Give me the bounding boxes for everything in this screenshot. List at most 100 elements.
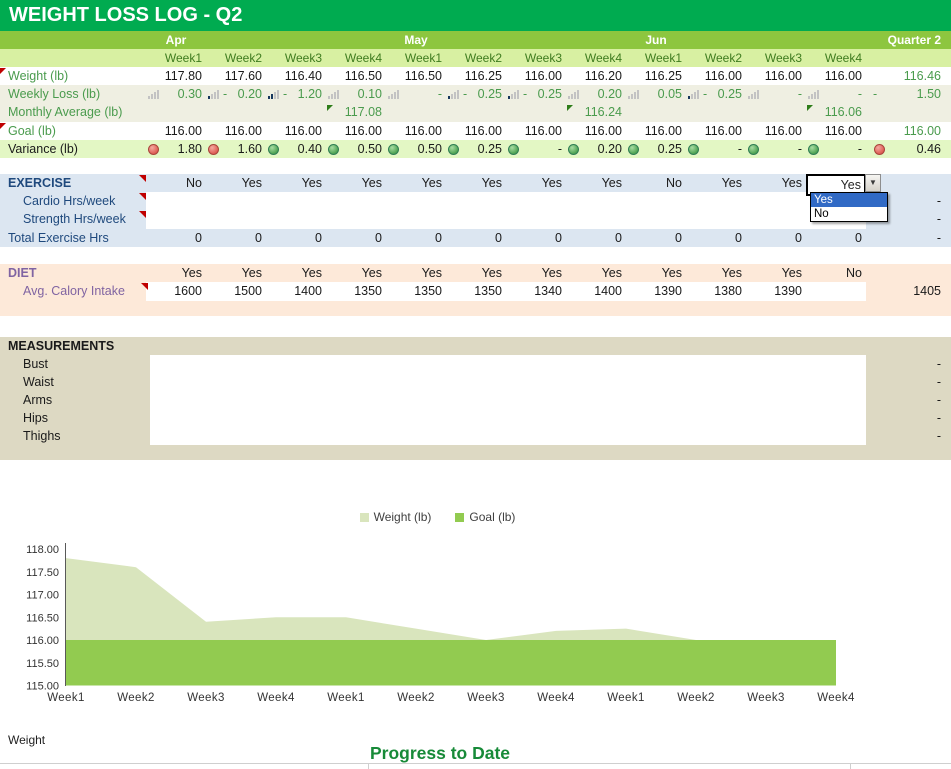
measurement-cell[interactable] <box>266 355 326 373</box>
dropdown-option-no[interactable]: No <box>811 207 887 221</box>
cardio-cell-4[interactable] <box>326 192 386 210</box>
strength-cell-9[interactable] <box>626 210 686 229</box>
measurement-cell[interactable] <box>386 409 446 427</box>
measurement-cell[interactable] <box>686 373 746 391</box>
cardio-cell-1[interactable] <box>146 192 206 210</box>
calorie-cell-9[interactable]: 1390 <box>626 282 686 301</box>
calorie-cell-8[interactable]: 1400 <box>566 282 626 301</box>
weight-cell-5[interactable]: 116.50 <box>386 67 446 85</box>
measurement-cell[interactable] <box>686 409 746 427</box>
calorie-cell-10[interactable]: 1380 <box>686 282 746 301</box>
weight-cell-1[interactable]: 117.80 <box>146 67 206 85</box>
cardio-cell-2[interactable] <box>206 192 266 210</box>
diet-cell-11[interactable]: Yes <box>746 264 806 282</box>
diet-cell-7[interactable]: Yes <box>506 264 566 282</box>
diet-cell-5[interactable]: Yes <box>386 264 446 282</box>
diet-cell-6[interactable]: Yes <box>446 264 506 282</box>
strength-cell-2[interactable] <box>206 210 266 229</box>
measurement-cell[interactable] <box>506 409 566 427</box>
diet-cell-9[interactable]: Yes <box>626 264 686 282</box>
measurement-cell[interactable] <box>566 391 626 409</box>
measurement-cell[interactable] <box>686 391 746 409</box>
weight-cell-4[interactable]: 116.50 <box>326 67 386 85</box>
measurement-cell[interactable] <box>746 427 806 445</box>
calorie-cell-7[interactable]: 1340 <box>506 282 566 301</box>
weight-cell-3[interactable]: 116.40 <box>266 67 326 85</box>
measurement-cell[interactable] <box>446 391 506 409</box>
measurement-cell[interactable] <box>206 391 266 409</box>
measurement-cell[interactable] <box>746 409 806 427</box>
measurement-cell[interactable] <box>266 391 326 409</box>
calorie-cell-5[interactable]: 1350 <box>386 282 446 301</box>
cardio-cell-9[interactable] <box>626 192 686 210</box>
measurement-cell[interactable] <box>806 391 866 409</box>
goal-cell-6[interactable]: 116.00 <box>446 122 506 140</box>
measurement-cell[interactable] <box>806 355 866 373</box>
measurement-cell[interactable] <box>266 427 326 445</box>
measurement-cell[interactable] <box>206 427 266 445</box>
calorie-cell-6[interactable]: 1350 <box>446 282 506 301</box>
goal-cell-2[interactable]: 116.00 <box>206 122 266 140</box>
weight-cell-7[interactable]: 116.00 <box>506 67 566 85</box>
calorie-cell-3[interactable]: 1400 <box>266 282 326 301</box>
weight-cell-11[interactable]: 116.00 <box>746 67 806 85</box>
diet-cell-3[interactable]: Yes <box>266 264 326 282</box>
measurement-cell[interactable] <box>626 373 686 391</box>
measurement-cell[interactable] <box>326 373 386 391</box>
measurement-cell[interactable] <box>146 409 206 427</box>
cardio-cell-8[interactable] <box>566 192 626 210</box>
measurement-cell[interactable] <box>146 355 206 373</box>
measurement-cell[interactable] <box>566 355 626 373</box>
dropdown-option-yes[interactable]: Yes <box>811 193 887 207</box>
measurement-cell[interactable] <box>386 427 446 445</box>
measurement-cell[interactable] <box>206 409 266 427</box>
weight-cell-10[interactable]: 116.00 <box>686 67 746 85</box>
measurement-cell[interactable] <box>326 355 386 373</box>
calorie-cell-4[interactable]: 1350 <box>326 282 386 301</box>
measurement-cell[interactable] <box>146 391 206 409</box>
strength-cell-5[interactable] <box>386 210 446 229</box>
measurement-cell[interactable] <box>386 391 446 409</box>
measurement-cell[interactable] <box>146 373 206 391</box>
calorie-cell-2[interactable]: 1500 <box>206 282 266 301</box>
goal-cell-7[interactable]: 116.00 <box>506 122 566 140</box>
measurement-cell[interactable] <box>506 391 566 409</box>
measurement-cell[interactable] <box>566 409 626 427</box>
measurement-cell[interactable] <box>506 373 566 391</box>
weight-cell-6[interactable]: 116.25 <box>446 67 506 85</box>
measurement-cell[interactable] <box>266 373 326 391</box>
cardio-cell-11[interactable] <box>746 192 806 210</box>
weight-cell-2[interactable]: 117.60 <box>206 67 266 85</box>
calorie-cell-1[interactable]: 1600 <box>146 282 206 301</box>
measurement-cell[interactable] <box>746 355 806 373</box>
cardio-cell-6[interactable] <box>446 192 506 210</box>
measurement-cell[interactable] <box>446 355 506 373</box>
measurement-cell[interactable] <box>326 409 386 427</box>
goal-cell-9[interactable]: 116.00 <box>626 122 686 140</box>
strength-cell-4[interactable] <box>326 210 386 229</box>
measurement-cell[interactable] <box>746 391 806 409</box>
goal-cell-1[interactable]: 116.00 <box>146 122 206 140</box>
goal-cell-4[interactable]: 116.00 <box>326 122 386 140</box>
strength-cell-8[interactable] <box>566 210 626 229</box>
diet-cell-12[interactable]: No <box>806 264 866 282</box>
goal-cell-11[interactable]: 116.00 <box>746 122 806 140</box>
measurement-cell[interactable] <box>446 409 506 427</box>
diet-cell-10[interactable]: Yes <box>686 264 746 282</box>
weight-cell-12[interactable]: 116.00 <box>806 67 866 85</box>
goal-cell-5[interactable]: 116.00 <box>386 122 446 140</box>
exercise-dropdown-cell[interactable]: Yes ▼ Yes No <box>806 174 866 196</box>
measurement-cell[interactable] <box>626 409 686 427</box>
strength-cell-10[interactable] <box>686 210 746 229</box>
measurement-cell[interactable] <box>806 409 866 427</box>
measurement-cell[interactable] <box>386 355 446 373</box>
measurement-cell[interactable] <box>326 391 386 409</box>
measurement-cell[interactable] <box>146 427 206 445</box>
measurement-cell[interactable] <box>506 427 566 445</box>
strength-cell-11[interactable] <box>746 210 806 229</box>
measurement-cell[interactable] <box>686 427 746 445</box>
measurement-cell[interactable] <box>806 427 866 445</box>
measurement-cell[interactable] <box>446 373 506 391</box>
measurement-cell[interactable] <box>746 373 806 391</box>
diet-cell-1[interactable]: Yes <box>146 264 206 282</box>
